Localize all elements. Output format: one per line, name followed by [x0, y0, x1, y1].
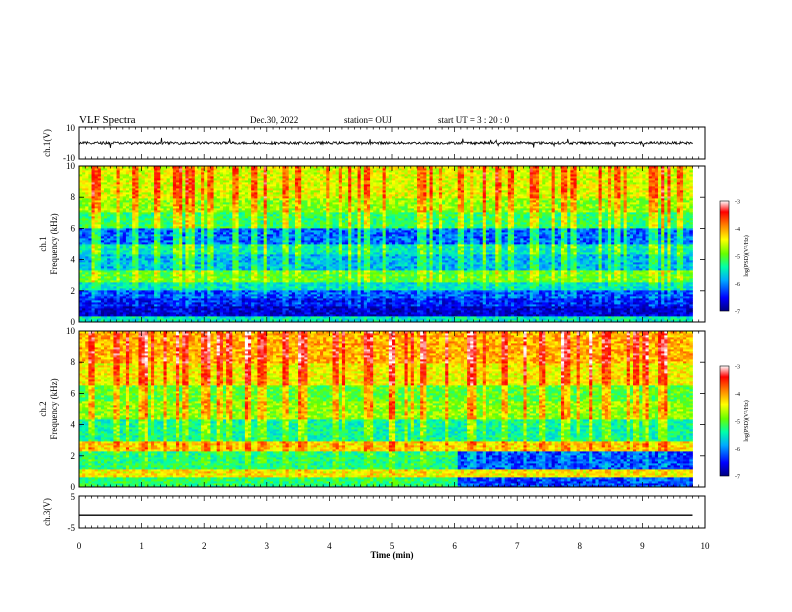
ch1-spectrogram-image [79, 166, 693, 322]
ch1-wave-ylabel: ch.1(V) [42, 129, 52, 157]
header-start-time: start UT = 3 : 20 : 0 [438, 115, 510, 125]
header-station: station= OUJ [344, 115, 392, 125]
ch1-wave-ytick-top: 10 [66, 123, 76, 133]
figure-title: VLF Spectra [79, 114, 136, 126]
header-date: Dec.30, 2022 [250, 115, 298, 125]
